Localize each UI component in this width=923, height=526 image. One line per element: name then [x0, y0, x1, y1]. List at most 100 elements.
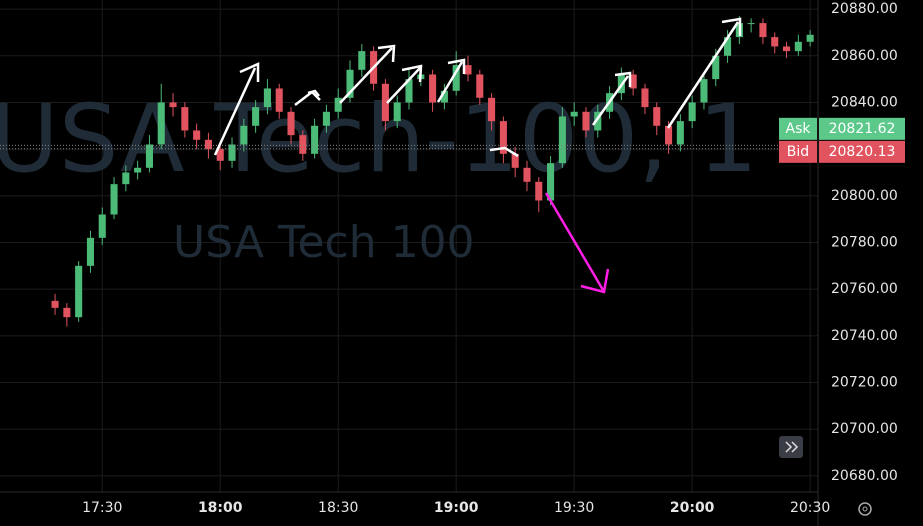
- candle-body: [771, 37, 779, 47]
- x-tick-label: 20:30: [790, 500, 830, 516]
- bid-value-box: [819, 140, 905, 163]
- watermark-subtitle: USA Tech 100: [173, 217, 475, 268]
- grid: [0, 0, 818, 492]
- candle-body: [216, 149, 224, 161]
- candle-body: [275, 88, 283, 112]
- arrow: [489, 146, 519, 158]
- candle-body: [499, 121, 507, 154]
- x-tick-label: 19:30: [554, 500, 594, 516]
- candle-body: [452, 65, 460, 91]
- candle-body: [429, 74, 437, 103]
- candle-body: [547, 163, 555, 201]
- candle-body: [299, 135, 307, 154]
- candle-body: [712, 55, 720, 80]
- candle-body: [688, 102, 696, 122]
- candle-body: [134, 167, 142, 173]
- candle-body: [570, 111, 578, 117]
- candle-body: [488, 97, 496, 122]
- y-tick-label: 20780.00: [831, 234, 898, 250]
- arrow: [213, 62, 260, 156]
- candle-body: [252, 107, 260, 126]
- candle-body: [440, 90, 448, 103]
- candle-body: [759, 23, 767, 38]
- candle-body: [676, 121, 684, 145]
- candle-body: [511, 153, 519, 168]
- arrow-down: [544, 192, 610, 294]
- candle-body: [523, 167, 531, 182]
- candle-body: [381, 83, 389, 122]
- candle-body: [204, 139, 212, 150]
- settings-icon[interactable]: [858, 502, 872, 516]
- candle-body: [629, 74, 637, 89]
- candle-body: [653, 107, 661, 126]
- arrow: [591, 71, 632, 126]
- x-tick-label: 20:00: [670, 500, 715, 516]
- x-tick-label: 19:00: [434, 500, 479, 516]
- candle-body: [334, 97, 342, 112]
- bid-value: 20820.13: [829, 144, 896, 160]
- y-tick-label: 20720.00: [831, 375, 898, 391]
- y-tick-label: 20800.00: [831, 188, 898, 204]
- candle-body: [464, 65, 472, 75]
- candle-body: [51, 300, 59, 308]
- arrow: [436, 58, 466, 103]
- candle-body: [86, 237, 94, 266]
- scroll-icon: [785, 441, 799, 453]
- annotations: [213, 17, 742, 158]
- candle-body: [794, 41, 802, 52]
- candle-body: [287, 111, 295, 136]
- candle-body: [240, 125, 248, 145]
- candle-body: [181, 107, 189, 131]
- candle-body: [98, 214, 106, 238]
- y-tick-label: 20880.00: [831, 1, 898, 17]
- y-tick-label: 20680.00: [831, 468, 898, 484]
- y-tick-label: 20840.00: [831, 94, 898, 110]
- candle-body: [594, 111, 602, 131]
- ask-label-box: [779, 117, 817, 140]
- price-axis-panel: [818, 0, 923, 526]
- arrow: [339, 44, 396, 104]
- x-tick-label: 18:00: [198, 500, 243, 516]
- candle-body: [63, 307, 71, 318]
- candle-body: [724, 37, 732, 56]
- arrow: [294, 89, 321, 106]
- bid-label-box: [779, 140, 817, 163]
- candle-body: [535, 181, 543, 201]
- candle-body: [346, 69, 354, 98]
- bid-label: Bid: [787, 144, 809, 160]
- candle-body: [558, 116, 566, 164]
- candle-body: [806, 34, 814, 42]
- arrow: [666, 17, 742, 129]
- settings-icon-center: [862, 506, 868, 512]
- candle-body: [311, 125, 319, 154]
- candle-body: [582, 111, 590, 131]
- candle-body: [747, 23, 755, 25]
- candle-body: [641, 88, 649, 108]
- candle-body: [322, 111, 330, 126]
- candle-body: [358, 51, 366, 70]
- candle-body: [700, 79, 708, 103]
- candle-body: [145, 144, 153, 168]
- candle-body: [122, 172, 130, 185]
- y-tick-label: 20760.00: [831, 281, 898, 297]
- candle-body: [393, 102, 401, 122]
- arrow: [386, 64, 423, 104]
- candle-body: [405, 79, 413, 103]
- candle-body: [476, 74, 484, 98]
- candles: [51, 16, 814, 327]
- candle-body: [169, 102, 177, 108]
- candle-body: [157, 102, 165, 145]
- ask-value: 20821.62: [829, 121, 896, 137]
- x-tick-label: 17:30: [82, 500, 122, 516]
- y-tick-label: 20740.00: [831, 328, 898, 344]
- y-tick-label: 20860.00: [831, 48, 898, 64]
- candle-body: [228, 144, 236, 161]
- ask-value-box: [819, 117, 905, 140]
- candle-body: [110, 184, 118, 215]
- levels: [0, 144, 818, 150]
- candle-body: [782, 46, 791, 52]
- candle-body: [263, 88, 271, 108]
- x-tick-label: 18:30: [318, 500, 358, 516]
